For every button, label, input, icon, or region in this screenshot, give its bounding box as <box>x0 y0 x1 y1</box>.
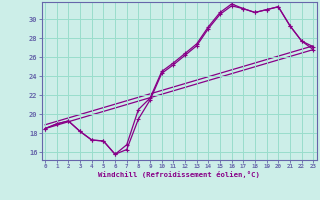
X-axis label: Windchill (Refroidissement éolien,°C): Windchill (Refroidissement éolien,°C) <box>98 171 260 178</box>
